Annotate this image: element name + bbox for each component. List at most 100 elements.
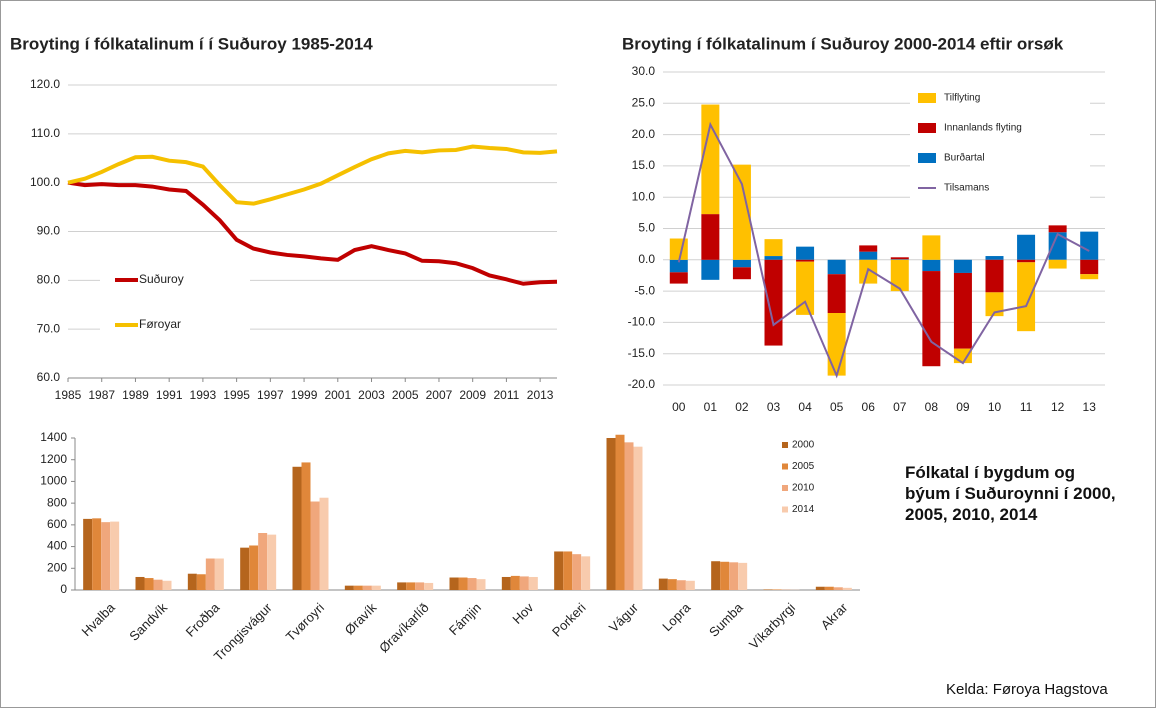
bar <box>667 579 677 590</box>
y-tick-label: 25.0 <box>632 95 656 109</box>
y-tick-label: 110.0 <box>31 126 60 140</box>
bar-segment <box>859 245 878 252</box>
bar-segment <box>1048 225 1067 233</box>
bar-segment <box>953 272 972 349</box>
bar-segment <box>922 259 941 272</box>
bar <box>205 558 215 590</box>
x-tick-label: 1985 <box>55 388 82 402</box>
x-tick-label: 2005 <box>392 388 419 402</box>
x-tick-label: 1993 <box>190 388 217 402</box>
y-tick-label: -10.0 <box>628 315 656 329</box>
bar <box>658 578 668 590</box>
x-tick-label: 1997 <box>257 388 284 402</box>
y-tick-label: 60.0 <box>37 370 61 384</box>
bar-segment <box>890 259 909 292</box>
y-tick-label: 20.0 <box>632 127 656 141</box>
legend-label: Innanlands flyting <box>944 123 1022 134</box>
bar <box>83 518 93 590</box>
bar-segment <box>669 238 688 260</box>
bar <box>528 576 538 590</box>
x-tick-label: 08 <box>925 400 939 414</box>
y-tick-label: 400 <box>47 539 67 553</box>
bar-segment <box>732 267 751 280</box>
bar <box>415 582 425 590</box>
y-tick-label: 90.0 <box>37 224 61 238</box>
bar-segment <box>796 261 815 315</box>
y-tick-label: -15.0 <box>628 346 656 360</box>
x-tick-label: Víkarbyrgi <box>746 600 798 652</box>
x-tick-label: Hvalba <box>78 599 118 639</box>
bar-segment <box>796 259 815 262</box>
x-tick-label: 1987 <box>88 388 115 402</box>
legend-swatch <box>782 506 788 513</box>
x-tick-label: Sumba <box>706 599 746 639</box>
line <box>67 180 558 286</box>
y-tick-label: 0.0 <box>638 252 655 266</box>
x-tick-label: 2001 <box>324 388 351 402</box>
bar <box>842 587 852 590</box>
x-tick-label: Fámjin <box>446 600 484 638</box>
bar-segment <box>701 104 720 215</box>
x-tick-label: 1995 <box>223 388 250 402</box>
x-tick-label: Øravík <box>342 600 380 638</box>
chart-title: Broyting í fólkatalinum í Suðuroy 2000-2… <box>622 34 1064 53</box>
bar-segment <box>1080 274 1099 280</box>
bar-segment <box>985 256 1004 260</box>
legend-box <box>910 85 1090 203</box>
bar-segment <box>1017 259 1036 263</box>
legend-label: 2005 <box>792 461 815 472</box>
legend-swatch <box>782 463 788 470</box>
x-tick-label: 13 <box>1083 400 1097 414</box>
x-tick-label: 2013 <box>527 388 554 402</box>
bar-segment <box>701 214 720 260</box>
x-tick-label: 2009 <box>459 388 486 402</box>
x-tick-label: 06 <box>862 400 876 414</box>
bar-segment <box>1080 231 1099 260</box>
bar <box>371 585 381 590</box>
bar <box>344 585 354 590</box>
x-tick-label: 04 <box>798 400 812 414</box>
legend-label: 2014 <box>792 504 815 515</box>
x-tick-label: Øravíkarlíð <box>376 600 432 656</box>
y-tick-label: 1200 <box>40 452 67 466</box>
caption: Fólkatal í bygdum og býum í Suðuroynni í… <box>905 463 1116 524</box>
y-tick-label: -20.0 <box>628 377 656 391</box>
bar <box>685 580 695 590</box>
bar <box>196 574 206 590</box>
bar <box>729 562 739 590</box>
line <box>67 144 558 206</box>
legend-swatch <box>782 442 788 448</box>
bar-segment <box>764 256 783 260</box>
x-tick-label: 1989 <box>122 388 149 402</box>
bar <box>720 561 730 590</box>
legend-label: Suðuroy <box>139 272 184 286</box>
bar-segment <box>669 259 688 273</box>
bar <box>772 589 782 590</box>
bar-segment <box>827 274 846 314</box>
bar-segment <box>1048 259 1067 269</box>
legend-label: Burðartal <box>944 152 985 164</box>
bar <box>676 580 686 590</box>
y-tick-label: 15.0 <box>632 158 656 172</box>
bar <box>162 580 172 590</box>
bar-segment <box>669 272 688 284</box>
legend-label: Føroyar <box>139 317 181 331</box>
legend-label: Tilflyting <box>944 93 980 104</box>
bar <box>763 589 773 590</box>
bar <box>581 556 591 590</box>
x-tick-label: 09 <box>956 400 970 414</box>
y-tick-label: 70.0 <box>37 321 61 335</box>
legend-label: 2000 <box>792 440 815 451</box>
bar <box>624 442 634 590</box>
bar-segment <box>859 251 878 260</box>
bar <box>424 582 434 590</box>
bar-segment <box>953 348 972 364</box>
y-tick-label: 100.0 <box>30 175 60 189</box>
bar-segment <box>890 257 909 260</box>
y-tick-label: 600 <box>47 517 67 531</box>
bar-segment <box>732 259 751 268</box>
bar <box>501 576 511 590</box>
legend-swatch <box>918 153 936 163</box>
bar-segment <box>764 239 783 257</box>
y-tick-label: 80.0 <box>37 273 61 287</box>
